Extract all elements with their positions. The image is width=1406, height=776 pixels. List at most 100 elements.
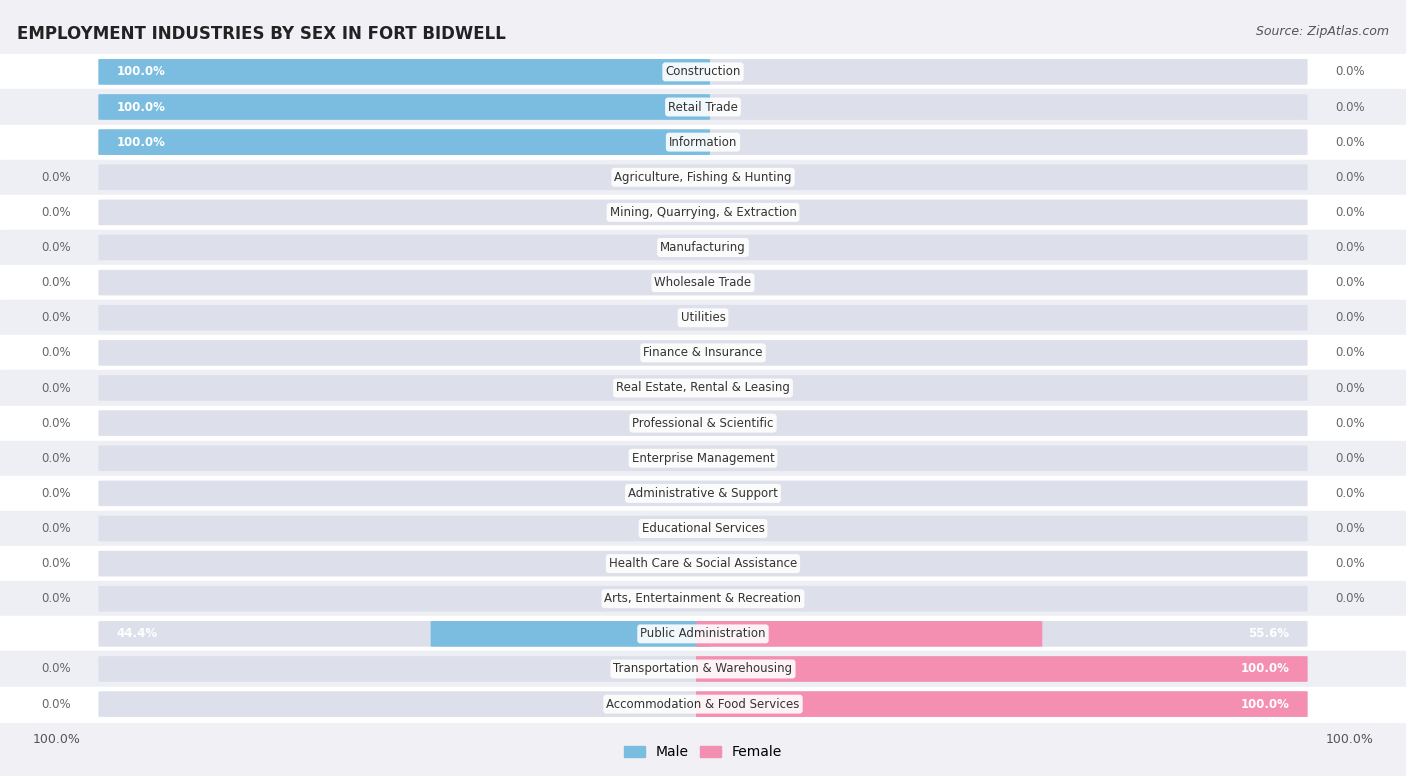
FancyBboxPatch shape bbox=[98, 375, 1308, 401]
Text: Health Care & Social Assistance: Health Care & Social Assistance bbox=[609, 557, 797, 570]
Text: 100.0%: 100.0% bbox=[117, 101, 166, 113]
FancyBboxPatch shape bbox=[98, 305, 1308, 331]
Text: 0.0%: 0.0% bbox=[1334, 522, 1365, 535]
Bar bbox=[0, 125, 1406, 160]
Text: Mining, Quarrying, & Extraction: Mining, Quarrying, & Extraction bbox=[610, 206, 796, 219]
Text: Construction: Construction bbox=[665, 65, 741, 78]
Text: 55.6%: 55.6% bbox=[1249, 627, 1289, 640]
Text: 0.0%: 0.0% bbox=[1334, 101, 1365, 113]
Text: 100.0%: 100.0% bbox=[117, 136, 166, 149]
Text: Agriculture, Fishing & Hunting: Agriculture, Fishing & Hunting bbox=[614, 171, 792, 184]
Bar bbox=[0, 160, 1406, 195]
Text: Information: Information bbox=[669, 136, 737, 149]
Text: 0.0%: 0.0% bbox=[1334, 311, 1365, 324]
Text: 44.4%: 44.4% bbox=[117, 627, 157, 640]
Text: 0.0%: 0.0% bbox=[41, 382, 72, 394]
Text: 0.0%: 0.0% bbox=[1334, 487, 1365, 500]
Text: 100.0%: 100.0% bbox=[1240, 663, 1289, 675]
FancyBboxPatch shape bbox=[98, 59, 710, 85]
Text: 0.0%: 0.0% bbox=[41, 206, 72, 219]
FancyBboxPatch shape bbox=[98, 59, 1308, 85]
Bar bbox=[0, 195, 1406, 230]
FancyBboxPatch shape bbox=[98, 340, 1308, 365]
Text: Accommodation & Food Services: Accommodation & Food Services bbox=[606, 698, 800, 711]
FancyBboxPatch shape bbox=[98, 199, 1308, 225]
Bar bbox=[0, 300, 1406, 335]
Bar bbox=[0, 441, 1406, 476]
Text: 100.0%: 100.0% bbox=[1326, 733, 1374, 746]
Text: 0.0%: 0.0% bbox=[41, 592, 72, 605]
Bar bbox=[0, 687, 1406, 722]
FancyBboxPatch shape bbox=[98, 656, 1308, 682]
FancyBboxPatch shape bbox=[98, 165, 1308, 190]
Text: Administrative & Support: Administrative & Support bbox=[628, 487, 778, 500]
FancyBboxPatch shape bbox=[98, 551, 1308, 577]
FancyBboxPatch shape bbox=[98, 621, 1308, 646]
Text: 0.0%: 0.0% bbox=[1334, 452, 1365, 465]
Text: Arts, Entertainment & Recreation: Arts, Entertainment & Recreation bbox=[605, 592, 801, 605]
Text: 0.0%: 0.0% bbox=[1334, 592, 1365, 605]
Bar bbox=[0, 406, 1406, 441]
FancyBboxPatch shape bbox=[696, 621, 1042, 646]
FancyBboxPatch shape bbox=[98, 94, 1308, 120]
Text: Manufacturing: Manufacturing bbox=[661, 241, 745, 254]
Text: 0.0%: 0.0% bbox=[41, 311, 72, 324]
FancyBboxPatch shape bbox=[98, 130, 710, 155]
Text: 100.0%: 100.0% bbox=[32, 733, 80, 746]
FancyBboxPatch shape bbox=[98, 234, 1308, 260]
Text: 0.0%: 0.0% bbox=[1334, 241, 1365, 254]
Text: 0.0%: 0.0% bbox=[41, 557, 72, 570]
Text: 0.0%: 0.0% bbox=[41, 663, 72, 675]
FancyBboxPatch shape bbox=[696, 691, 1308, 717]
Text: 0.0%: 0.0% bbox=[41, 171, 72, 184]
FancyBboxPatch shape bbox=[98, 130, 1308, 155]
Text: Transportation & Warehousing: Transportation & Warehousing bbox=[613, 663, 793, 675]
Text: 0.0%: 0.0% bbox=[1334, 276, 1365, 289]
Bar bbox=[0, 616, 1406, 651]
Bar bbox=[0, 230, 1406, 265]
Bar bbox=[0, 651, 1406, 687]
Text: 0.0%: 0.0% bbox=[41, 698, 72, 711]
FancyBboxPatch shape bbox=[98, 691, 1308, 717]
Bar bbox=[0, 476, 1406, 511]
Text: 0.0%: 0.0% bbox=[1334, 417, 1365, 430]
FancyBboxPatch shape bbox=[696, 656, 1308, 682]
Text: 0.0%: 0.0% bbox=[1334, 346, 1365, 359]
FancyBboxPatch shape bbox=[98, 516, 1308, 542]
Text: Public Administration: Public Administration bbox=[640, 627, 766, 640]
FancyBboxPatch shape bbox=[98, 480, 1308, 506]
Text: 0.0%: 0.0% bbox=[1334, 171, 1365, 184]
Bar bbox=[0, 370, 1406, 406]
Text: 0.0%: 0.0% bbox=[41, 241, 72, 254]
Text: Retail Trade: Retail Trade bbox=[668, 101, 738, 113]
Text: Source: ZipAtlas.com: Source: ZipAtlas.com bbox=[1256, 25, 1389, 38]
Text: 0.0%: 0.0% bbox=[1334, 65, 1365, 78]
FancyBboxPatch shape bbox=[98, 445, 1308, 471]
Text: 0.0%: 0.0% bbox=[41, 276, 72, 289]
Bar bbox=[0, 335, 1406, 370]
Text: 0.0%: 0.0% bbox=[41, 346, 72, 359]
Text: 0.0%: 0.0% bbox=[1334, 382, 1365, 394]
FancyBboxPatch shape bbox=[98, 270, 1308, 296]
Text: Educational Services: Educational Services bbox=[641, 522, 765, 535]
Text: Enterprise Management: Enterprise Management bbox=[631, 452, 775, 465]
Text: 0.0%: 0.0% bbox=[41, 522, 72, 535]
Bar bbox=[0, 54, 1406, 89]
Text: 0.0%: 0.0% bbox=[41, 487, 72, 500]
Text: 0.0%: 0.0% bbox=[1334, 136, 1365, 149]
Bar bbox=[0, 265, 1406, 300]
Text: Wholesale Trade: Wholesale Trade bbox=[654, 276, 752, 289]
Text: 0.0%: 0.0% bbox=[41, 417, 72, 430]
Text: 0.0%: 0.0% bbox=[41, 452, 72, 465]
Text: 0.0%: 0.0% bbox=[1334, 557, 1365, 570]
Text: 0.0%: 0.0% bbox=[1334, 206, 1365, 219]
Text: Utilities: Utilities bbox=[681, 311, 725, 324]
Legend: Male, Female: Male, Female bbox=[619, 740, 787, 765]
Bar bbox=[0, 89, 1406, 125]
Text: Finance & Insurance: Finance & Insurance bbox=[644, 346, 762, 359]
Bar bbox=[0, 546, 1406, 581]
Bar bbox=[0, 581, 1406, 616]
Text: EMPLOYMENT INDUSTRIES BY SEX IN FORT BIDWELL: EMPLOYMENT INDUSTRIES BY SEX IN FORT BID… bbox=[17, 25, 506, 43]
FancyBboxPatch shape bbox=[430, 621, 710, 646]
Text: Professional & Scientific: Professional & Scientific bbox=[633, 417, 773, 430]
